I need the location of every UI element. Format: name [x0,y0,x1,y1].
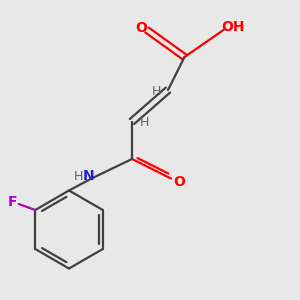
Text: H: H [152,85,161,98]
Text: OH: OH [222,20,245,34]
Text: F: F [8,196,17,209]
Text: O: O [136,21,148,34]
Text: N: N [83,169,94,183]
Text: H: H [140,116,149,129]
Text: O: O [173,175,185,189]
Text: H: H [74,169,83,183]
